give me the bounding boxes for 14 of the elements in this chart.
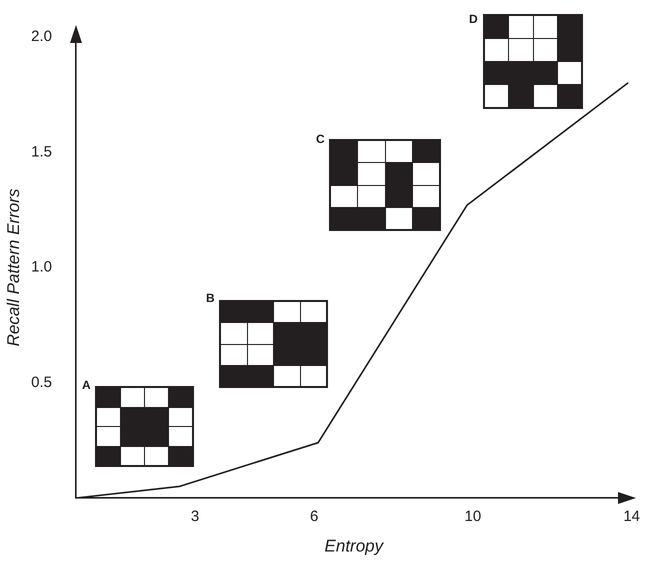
annotation: C (316, 132, 325, 146)
x-axis-title: Entropy (324, 536, 385, 556)
y-tick-label: 0.5 (31, 374, 52, 391)
y-tick-label: 1.5 (31, 143, 52, 160)
x-tick-label: 6 (310, 508, 318, 526)
y-axis-title: Recall Pattern Errors (4, 188, 23, 346)
text: D (469, 12, 478, 26)
x-tick-label: 14 (623, 508, 640, 526)
y-tick-label: 2.0 (31, 28, 52, 46)
x-tick-label: 10 (464, 508, 482, 526)
annotation: B (206, 291, 215, 305)
x-tick-label: 3 (190, 508, 200, 526)
annotation: A (82, 378, 91, 392)
y-tick-label: 1.0 (31, 258, 52, 276)
